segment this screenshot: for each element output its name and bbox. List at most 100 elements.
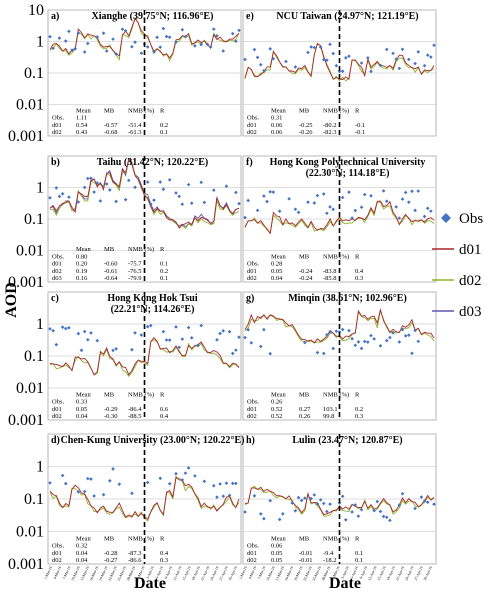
stats-header: NMB (%) xyxy=(323,107,349,114)
stats-cell: 0.04 xyxy=(76,557,88,564)
x-tick-label: 27-Apr-16 xyxy=(414,566,424,582)
obs-point xyxy=(177,345,181,350)
stats-header: Mean xyxy=(271,253,287,260)
panel-label: g) xyxy=(246,293,254,304)
stats-cell: 0.80 xyxy=(76,253,87,260)
x-tick-label: 21-Apr-16 xyxy=(200,566,210,582)
stats-cell: -0.28 xyxy=(104,550,118,557)
obs-point xyxy=(252,494,257,498)
stats-cell: 0.05 xyxy=(271,268,282,275)
obs-point xyxy=(230,351,235,356)
obs-point xyxy=(227,329,232,334)
obs-point xyxy=(312,493,317,497)
stats-cell: d01 xyxy=(52,261,62,268)
x-tick-label: 18-Apr-16 xyxy=(386,566,396,582)
obs-point xyxy=(161,26,166,31)
y-tick-label: 1 xyxy=(36,180,44,197)
x-tick-label: 30-Apr-16 xyxy=(423,566,433,582)
stats-cell: Obs. xyxy=(52,543,64,550)
stats-cell: 0.28 xyxy=(271,261,282,268)
stats-cell: -0.27 xyxy=(104,557,118,564)
obs-point xyxy=(407,200,411,204)
obs-point xyxy=(258,62,263,67)
stats-cell: 0.1 xyxy=(160,261,168,268)
x-tick-label: 10-Mar-16 xyxy=(265,566,275,582)
stats-cell: 0.06 xyxy=(271,122,283,129)
stats-header: R xyxy=(160,535,165,542)
obs-point xyxy=(347,54,351,59)
stats-cell: 0.05 xyxy=(271,550,282,557)
obs-point xyxy=(262,516,266,521)
x-tick-label: 15-Apr-16 xyxy=(182,566,192,582)
obs-point xyxy=(321,501,326,506)
obs-point xyxy=(347,328,351,333)
panel-title-line2: (22.30°N; 114.18°E) xyxy=(306,168,390,179)
obs-point xyxy=(174,40,178,44)
stats-cell: 0.06 xyxy=(271,129,283,136)
obs-point xyxy=(48,481,52,485)
obs-point xyxy=(321,57,326,62)
event-lines xyxy=(143,10,341,564)
obs-point xyxy=(243,215,247,220)
stats-header: Mean xyxy=(76,535,92,542)
obs-point xyxy=(400,197,405,201)
obs-point xyxy=(89,176,93,181)
obs-point xyxy=(57,36,62,40)
obs-point xyxy=(111,37,115,41)
obs-point xyxy=(378,344,383,348)
obs-point xyxy=(167,481,172,486)
stats-cell: 0.04 xyxy=(76,550,88,557)
obs-point xyxy=(321,192,326,196)
obs-point xyxy=(161,329,166,334)
stats-cell: 103.1 xyxy=(323,406,338,413)
stats-cell: Obs. xyxy=(52,115,64,122)
stats-header: MB xyxy=(299,391,310,398)
stats-cell: 0.2 xyxy=(355,406,363,413)
stats-header: Mean xyxy=(271,107,287,114)
obs-point xyxy=(290,501,295,505)
obs-point xyxy=(400,47,405,52)
stats-header: R xyxy=(160,246,165,253)
obs-point xyxy=(249,341,254,345)
obs-point xyxy=(133,185,137,190)
stats-cell: -51.4 xyxy=(128,122,142,129)
x-tick-label: 25-Mar-16 xyxy=(312,566,322,582)
obs-point xyxy=(262,194,266,198)
stats-cell: Obs. xyxy=(52,253,64,260)
obs-point xyxy=(384,47,389,52)
x-tick-label: 18-Apr-16 xyxy=(191,566,201,582)
obs-point xyxy=(350,216,354,220)
obs-point xyxy=(432,43,436,48)
obs-point xyxy=(369,333,373,338)
stats-cell: d03 xyxy=(52,275,62,282)
obs-point xyxy=(353,503,358,507)
obs-point xyxy=(167,338,172,342)
obs-point xyxy=(315,193,320,198)
stats-cell: 0.1 xyxy=(160,275,168,282)
obs-point xyxy=(82,185,87,190)
obs-point xyxy=(407,57,411,62)
obs-point xyxy=(359,61,364,65)
obs-point xyxy=(303,496,307,500)
stats-cell: 0.20 xyxy=(76,261,87,268)
panel-label: c) xyxy=(51,293,59,304)
obs-point xyxy=(234,348,238,352)
obs-point xyxy=(271,190,276,194)
obs-point xyxy=(199,42,203,47)
stats-cell: 0.2 xyxy=(160,268,168,275)
obs-point xyxy=(76,490,81,494)
obs-point xyxy=(268,190,272,194)
obs-point xyxy=(350,337,354,341)
y-tick-label: 1 xyxy=(36,459,44,476)
stats-cell: -0.29 xyxy=(104,406,118,413)
obs-point xyxy=(126,178,131,183)
stats-cell: 0.3 xyxy=(355,275,363,282)
y-tick-label: 0.1 xyxy=(24,491,44,508)
stats-cell: d01 xyxy=(247,406,257,413)
obs-point xyxy=(79,348,84,353)
obs-point xyxy=(403,334,408,338)
stats-cell: d01 xyxy=(247,122,257,129)
obs-point xyxy=(309,45,313,49)
obs-point xyxy=(384,515,389,520)
obs-point xyxy=(268,351,272,356)
